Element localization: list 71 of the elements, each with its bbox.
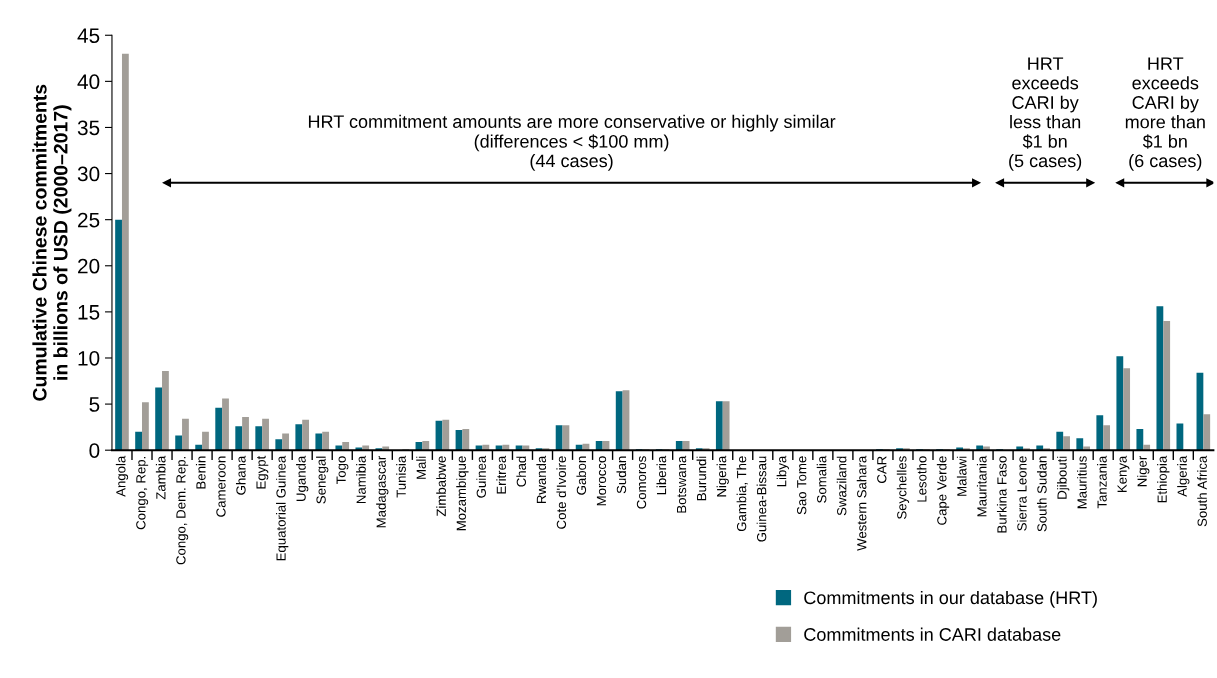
x-tick-label: Botswana <box>677 455 687 513</box>
x-tick-label: Congo, Rep. <box>136 456 149 530</box>
x-tick-label: Angola <box>115 455 129 497</box>
x-tick-label: Djibouti <box>1057 456 1070 499</box>
x-tick-label: Burkina Faso <box>996 456 1007 533</box>
x-tick-label: Cameroon <box>216 456 226 517</box>
y-tick-label: 20 <box>78 258 100 274</box>
x-tick-label: Guinea-Bissau <box>756 456 767 542</box>
x-tick-label: Madagascar <box>376 455 389 528</box>
x-tick-label: Egypt <box>256 455 269 489</box>
x-tick-label: Togo <box>336 456 349 485</box>
annotation: HRT commitment amounts are more conservative or highly similar (differences < $100 mm) (44 cases) <box>308 114 836 171</box>
x-tick-label: Liberia <box>656 455 667 495</box>
y-tick-label: 5 <box>89 397 100 412</box>
x-tick-label: Rwanda <box>536 455 547 504</box>
y-tick-label: 15 <box>78 305 100 320</box>
x-tick-label: Equatorial Guinea <box>276 455 289 561</box>
annotation: HRT exceeds CARI by more than $1 bn (6 cases) <box>1125 57 1205 171</box>
y-tick-label: 10 <box>78 350 100 366</box>
x-tick-label: Western Sahara <box>856 455 867 551</box>
x-tick-label: Nigeria <box>716 455 729 497</box>
x-tick-label: Malawi <box>956 456 967 496</box>
y-tick-label: 40 <box>77 74 100 90</box>
x-tick-label: Burundi <box>696 456 707 501</box>
x-tick-label: Kenya <box>1117 455 1130 493</box>
x-tick-label: Tunisia <box>396 455 406 498</box>
legend-label: Commitments in CARI database <box>804 627 1061 641</box>
x-tick-label: Sierra Leone <box>1016 456 1027 531</box>
x-tick-label: Sudan <box>616 456 627 494</box>
y-axis-title: Cumulative Chinese commitments in billions of USD (2000–2017) <box>32 84 72 401</box>
x-tick-label: Eritrea <box>496 455 506 494</box>
x-tick-label: Gabon <box>576 456 587 495</box>
x-tick-label: Guinea <box>476 455 486 498</box>
x-tick-label: Tanzania <box>1097 455 1107 509</box>
x-tick-label: Sao Tome <box>797 456 807 515</box>
x-tick-label: Zimbabwe <box>436 456 446 517</box>
x-tick-label: Cote d'Ivoire <box>556 456 567 529</box>
x-tick-label: Uganda <box>296 455 309 501</box>
x-tick-label: Mali <box>416 456 426 479</box>
x-tick-label: Seychelles <box>896 456 910 519</box>
x-tick-label: Somalia <box>816 455 827 503</box>
y-tick-label: 45 <box>77 28 100 44</box>
x-tick-label: Chad <box>516 456 527 487</box>
x-tick-label: Mauritania <box>976 455 987 517</box>
legend-label: Commitments in our database (HRT) <box>804 590 1097 608</box>
x-tick-label: Swaziland <box>836 456 847 516</box>
x-tick-label: Lesotho <box>916 456 927 502</box>
x-tick-label: Ghana <box>235 455 246 495</box>
x-tick-label: Cape Verde <box>936 456 950 525</box>
x-tick-label: Algeria <box>1177 455 1190 497</box>
y-tick-label: 25 <box>78 212 100 228</box>
x-tick-label: CAR <box>877 456 887 483</box>
x-tick-label: South Africa <box>1197 455 1207 527</box>
x-tick-label: Morocco <box>596 456 607 506</box>
x-tick-label: Comoros <box>636 456 647 509</box>
x-tick-label: Ethiopia <box>1157 455 1170 503</box>
x-tick-label: Libya <box>776 455 789 487</box>
x-tick-label: Benin <box>195 456 206 489</box>
x-tick-label: Gambia, The <box>736 456 748 532</box>
annotation: HRT exceeds CARI by less than $1 bn (5 cases) <box>1009 57 1082 171</box>
x-tick-label: South Sudan <box>1036 456 1047 532</box>
y-tick-label: 35 <box>77 120 100 136</box>
x-tick-label: Niger <box>1137 455 1150 487</box>
y-tick-label: 0 <box>89 443 100 458</box>
x-tick-label: Namibia <box>356 455 366 504</box>
x-tick-label: Mozambique <box>456 456 469 531</box>
x-tick-label: Senegal <box>316 456 329 504</box>
x-tick-label: Mauritius <box>1077 456 1087 509</box>
y-tick-label: 30 <box>77 166 100 182</box>
x-tick-label: Congo, Dem. Rep. <box>176 456 189 565</box>
x-tick-label: Zambia <box>155 455 166 500</box>
